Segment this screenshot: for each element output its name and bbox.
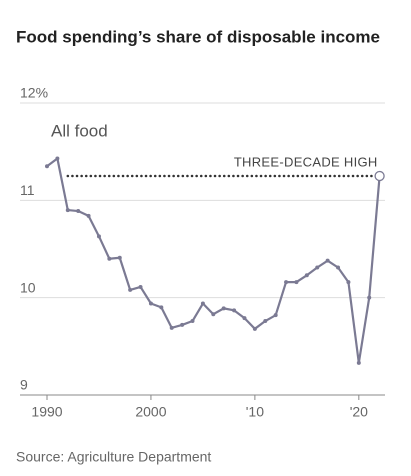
data-point (367, 295, 372, 300)
source: Source: Agriculture Department (16, 449, 211, 465)
data-point (232, 308, 237, 313)
data-point (148, 301, 153, 306)
chart-title: Food spending’s share of disposable inco… (16, 27, 380, 46)
data-point (294, 280, 299, 285)
data-point (180, 322, 185, 327)
data-point (336, 265, 341, 270)
data-point (346, 280, 351, 285)
data-point (242, 316, 247, 321)
data-point (325, 258, 330, 263)
data-point (190, 319, 195, 324)
data-point (117, 255, 122, 260)
data-point (138, 284, 143, 289)
x-tick-label: 2000 (135, 404, 166, 420)
data-point (159, 305, 164, 310)
reference-label: THREE-DECADE HIGH (234, 154, 378, 169)
data-point (315, 265, 320, 270)
data-point (211, 312, 216, 317)
data-point (169, 325, 174, 330)
data-point (76, 209, 81, 214)
data-point (263, 319, 268, 324)
data-point (55, 156, 60, 161)
data-point (44, 164, 49, 169)
data-point (284, 280, 289, 285)
x-tick-label: '20 (350, 404, 368, 420)
x-tick-label: '10 (246, 404, 264, 420)
data-point (252, 326, 257, 331)
data-point (200, 301, 205, 306)
y-tick-label: 10 (20, 279, 36, 295)
y-tick-label: 12% (20, 85, 48, 101)
data-point (65, 208, 70, 213)
data-point (374, 170, 385, 182)
data-point (356, 360, 361, 365)
data-point (86, 213, 91, 218)
data-point (128, 287, 133, 292)
data-point (107, 256, 112, 261)
series-line (46, 157, 381, 364)
y-tick-label: 11 (20, 182, 35, 198)
data-point (273, 313, 278, 318)
data-point (96, 234, 101, 239)
x-tick-label: 1990 (31, 404, 62, 420)
data-point (304, 273, 309, 278)
y-tick-label: 9 (20, 377, 28, 393)
series-label: All food (51, 121, 108, 140)
data-point (221, 306, 226, 311)
